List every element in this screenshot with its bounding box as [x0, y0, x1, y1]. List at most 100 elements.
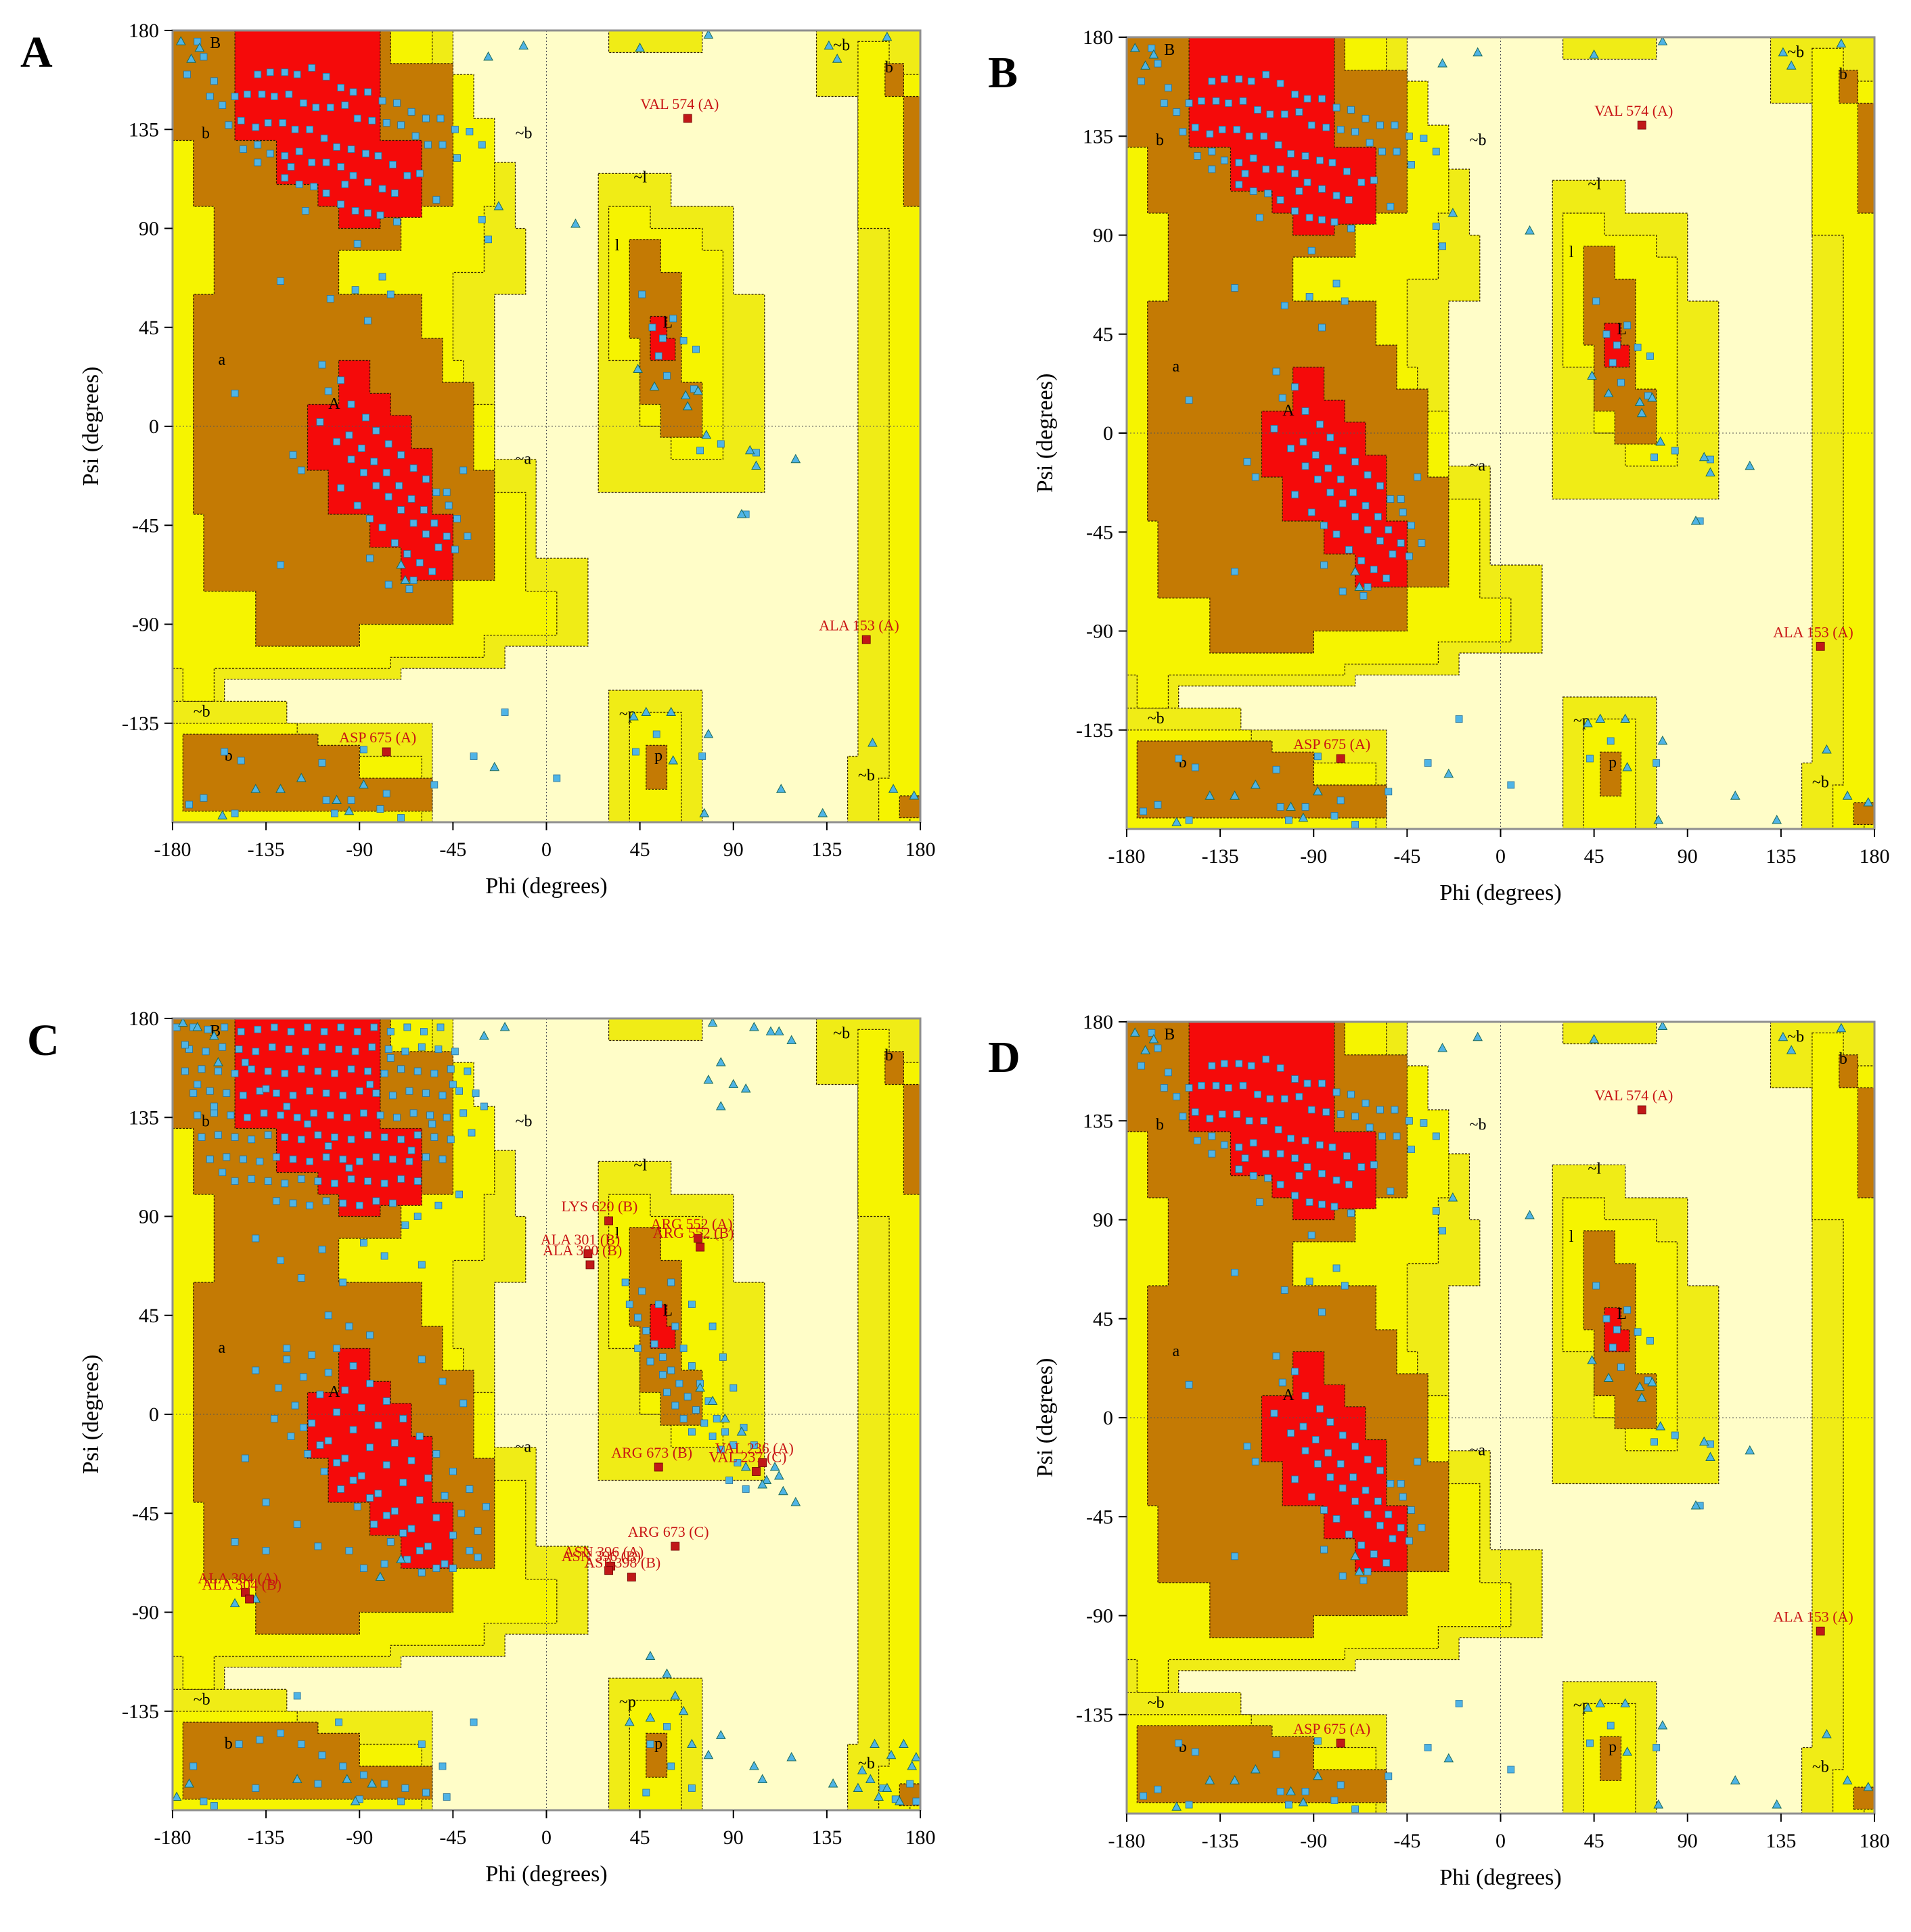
general-residue-point [349, 1477, 357, 1484]
general-residue-point [1262, 1150, 1270, 1158]
general-residue-point [357, 1403, 365, 1412]
general-residue-point [1318, 1308, 1326, 1316]
general-residue-point [466, 1485, 474, 1493]
glycine-residue-point [1447, 207, 1458, 217]
general-residue-point [364, 209, 372, 217]
allowed-region [1600, 1736, 1622, 1781]
general-residue-point [215, 1067, 222, 1075]
general-residue-point [391, 1439, 399, 1447]
general-residue-point [1397, 1480, 1405, 1487]
general-residue-point [1406, 1117, 1413, 1125]
general-residue-point [1351, 1442, 1359, 1450]
general-residue-point [231, 93, 239, 100]
general-residue-point [326, 295, 334, 302]
general-residue-point [451, 545, 459, 554]
general-residue-point [667, 1278, 675, 1286]
general-residue-point [1318, 1079, 1326, 1087]
general-residue-point [264, 1131, 272, 1139]
general-residue-point [360, 746, 367, 754]
x-tick-label: 0 [541, 838, 552, 861]
x-tick-label: 180 [1860, 1830, 1890, 1852]
general-residue-point [360, 468, 367, 476]
general-residue-point [1617, 1363, 1625, 1371]
general-residue-point [443, 489, 451, 496]
glycine-residue-point [1437, 58, 1447, 68]
y-tick-label: 180 [1083, 1011, 1113, 1033]
general-residue-point [1316, 156, 1324, 164]
general-residue-point [1272, 1352, 1280, 1360]
glycine-residue-point [1620, 1698, 1631, 1707]
y-tick-label: 0 [1103, 422, 1113, 445]
y-tick-label: 90 [139, 1206, 159, 1228]
general-residue-point [478, 141, 486, 149]
general-residue-point [1272, 367, 1280, 376]
general-residue-point [320, 1028, 328, 1035]
general-residue-point [688, 1301, 696, 1308]
general-residue-point [1206, 1115, 1214, 1123]
general-residue-point [1235, 1060, 1243, 1068]
general-residue-point [1231, 1269, 1239, 1276]
glycine-residue-point [177, 1018, 188, 1027]
general-residue-point [1266, 110, 1274, 118]
general-residue-point [374, 152, 382, 160]
general-residue-point [393, 1113, 401, 1121]
general-residue-point [293, 1692, 301, 1700]
general-residue-point [1432, 148, 1440, 156]
general-residue-point [1393, 148, 1401, 156]
general-residue-point [225, 121, 233, 129]
general-residue-point [382, 1461, 390, 1469]
region-label: ~b [1812, 1758, 1829, 1776]
general-residue-point [322, 1089, 330, 1097]
general-residue-point [1330, 218, 1339, 226]
core-region [307, 1347, 454, 1569]
general-residue-point [430, 1069, 439, 1077]
general-residue-point [1341, 1282, 1349, 1290]
general-residue-point [333, 438, 340, 446]
outlier-label: ASN 396 (B) [562, 1548, 641, 1565]
general-residue-point [1397, 1524, 1405, 1531]
x-tick-label: 135 [811, 838, 842, 861]
general-residue-point [1235, 75, 1243, 83]
outlier-label: ASP 675 (A) [1293, 1720, 1370, 1737]
general-residue-point [314, 1067, 322, 1075]
general-residue-point [1284, 816, 1292, 824]
general-residue-point [281, 1069, 289, 1077]
general-residue-point [221, 1023, 229, 1031]
general-residue-point [1291, 491, 1299, 499]
general-residue-point [679, 1415, 688, 1422]
glycine-residue-point [678, 1705, 689, 1715]
general-residue-point [264, 119, 272, 127]
general-residue-point [1362, 1099, 1370, 1107]
general-residue-point [337, 1485, 345, 1493]
general-residue-point [449, 1565, 457, 1572]
general-residue-point [1613, 341, 1621, 349]
general-residue-point [1191, 123, 1199, 131]
glycine-residue-point [703, 30, 714, 39]
glycine-residue-point [1350, 566, 1360, 576]
glycine-residue-point [699, 807, 710, 817]
glycine-residue-point [635, 42, 645, 52]
general-residue-point [1276, 1150, 1284, 1158]
y-tick-label: -90 [1086, 1605, 1113, 1627]
general-residue-point [1160, 99, 1168, 107]
general-residue-point [277, 1729, 285, 1737]
glycine-residue-point [680, 390, 691, 399]
general-residue-point [1364, 526, 1372, 534]
general-residue-point [1351, 128, 1359, 136]
general-residue-point [1291, 383, 1299, 391]
glycine-residue-point [1620, 713, 1631, 723]
general-residue-point [675, 1380, 683, 1387]
general-residue-point [1208, 1062, 1216, 1070]
general-residue-point [341, 102, 349, 109]
glycine-residue-point [874, 1791, 884, 1801]
general-residue-point [318, 1043, 326, 1051]
x-axis-label: Phi (degrees) [1439, 1865, 1561, 1890]
glycine-residue-point [715, 1730, 726, 1739]
general-residue-point [688, 1428, 696, 1436]
x-tick-label: -45 [439, 1826, 466, 1849]
general-residue-point [364, 1177, 372, 1185]
general-residue-point [380, 1133, 388, 1141]
glycine-residue-point [1583, 717, 1593, 727]
general-residue-point [326, 104, 334, 112]
glycine-residue-point [1690, 1500, 1701, 1510]
